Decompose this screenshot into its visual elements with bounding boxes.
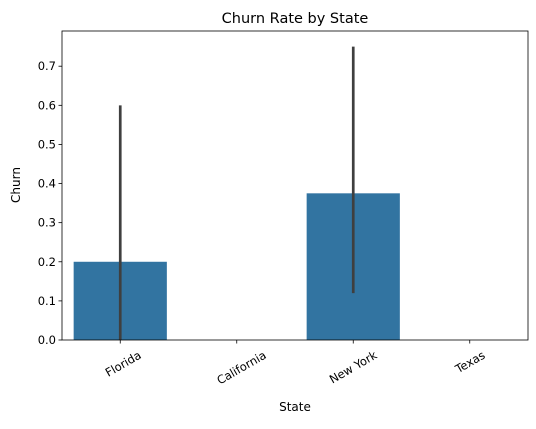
x-axis-label: State (279, 400, 311, 414)
y-tick-label: 0.7 (38, 59, 56, 73)
chart-title: Churn Rate by State (222, 11, 369, 27)
x-tick-label: California (214, 348, 268, 387)
x-tick-label: New York (327, 348, 380, 387)
y-tick-label: 0.3 (38, 216, 56, 230)
axes-frame (61, 30, 529, 341)
y-tick-label: 0.2 (38, 255, 56, 269)
y-tick-label: 0.5 (38, 137, 56, 151)
y-tick-label: 0.4 (38, 177, 56, 191)
x-tick-label: Texas (452, 348, 487, 377)
y-tick-label: 0.1 (38, 294, 56, 308)
plot-area: 0.0 0.1 0.2 0.3 0.4 0.5 0.6 0.7 Florida Californi… (38, 30, 529, 387)
x-tick-label: Florida (103, 348, 144, 380)
y-tick-label: 0.6 (38, 98, 56, 112)
y-tick-label: 0.0 (38, 333, 56, 347)
y-axis-label: Churn (9, 167, 23, 203)
